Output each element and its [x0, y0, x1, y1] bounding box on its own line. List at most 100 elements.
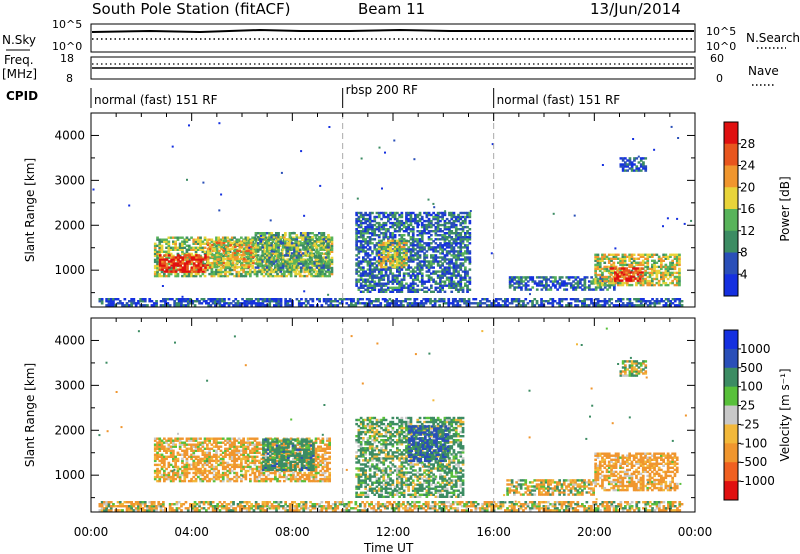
power-cell [522, 302, 525, 305]
power-cell [213, 263, 217, 267]
power-cell [215, 270, 218, 274]
power-cell [673, 298, 677, 301]
power-cell [391, 280, 395, 283]
power-cell [366, 232, 370, 235]
power-cell [362, 236, 365, 239]
power-cell [601, 300, 605, 303]
velocity-cell [185, 449, 189, 452]
power-cell [400, 282, 404, 285]
power-cell [644, 167, 648, 170]
power-cell [414, 288, 417, 291]
power-cell [327, 248, 330, 251]
power-cell [441, 274, 444, 277]
power-cell [359, 286, 363, 289]
power-cell [407, 234, 410, 237]
power-cell [181, 260, 185, 263]
power-cell [156, 262, 159, 266]
power-cell [188, 260, 192, 263]
power-cell [371, 228, 374, 231]
power-cell [443, 238, 447, 241]
power-cell [290, 260, 294, 263]
power-cell [347, 298, 351, 301]
power-cell [155, 300, 158, 303]
power-cell [464, 250, 467, 253]
power-cell [222, 239, 226, 242]
power-cell [260, 268, 264, 272]
power-cell [375, 228, 379, 231]
power-cell [459, 234, 463, 237]
power-cell [479, 304, 482, 307]
power-cell [540, 302, 543, 305]
power-cell [520, 282, 523, 285]
velocity-cell [183, 451, 187, 454]
power-cell [619, 261, 622, 264]
power-cell [427, 221, 431, 225]
power-cell [366, 262, 370, 265]
power-cell [387, 239, 390, 242]
power-cell [222, 257, 226, 261]
power-cell [199, 254, 202, 258]
power-cell [460, 298, 464, 301]
power-cell [641, 271, 644, 274]
power-cell [302, 264, 305, 267]
power-cell [223, 300, 226, 303]
power-cell [249, 249, 253, 253]
power-cell [275, 234, 278, 237]
power-cell [459, 211, 463, 215]
power-cell [234, 298, 238, 301]
power-cell [633, 157, 636, 160]
power-cell [457, 246, 460, 249]
power-cell [441, 215, 444, 219]
power-cell [458, 304, 462, 307]
power-cell [211, 261, 214, 265]
power-cell [366, 252, 370, 255]
power-cell [261, 232, 265, 235]
power-cell [393, 286, 397, 289]
power-cell [384, 284, 388, 287]
power-cell [430, 278, 433, 281]
power-cell [254, 238, 258, 241]
power-cell [243, 239, 246, 242]
power-cell [187, 272, 191, 276]
power-cell [451, 298, 455, 301]
power-cell [632, 279, 635, 282]
velocity-cell [185, 465, 189, 469]
power-cell [653, 300, 657, 303]
power-cell [211, 300, 215, 303]
power-cell [240, 253, 244, 257]
power-scatter-point [202, 181, 205, 184]
power-cell [189, 298, 192, 301]
power-cell [636, 277, 640, 280]
power-cell [450, 284, 454, 287]
power-cell [601, 253, 604, 256]
power-cell [293, 244, 296, 247]
power-cell [320, 242, 323, 245]
power-cell [284, 304, 287, 307]
power-cell [210, 268, 214, 272]
power-cell [551, 302, 555, 305]
power-cell [377, 261, 381, 265]
power-cell [160, 250, 164, 253]
power-cell [206, 255, 210, 259]
power-cell [420, 284, 424, 287]
power-cell [280, 250, 284, 253]
power-cell [391, 276, 395, 279]
power-cell [156, 258, 159, 262]
power-cell [407, 260, 410, 263]
power-cell [194, 274, 198, 278]
power-cell [411, 230, 415, 233]
power-cell [382, 255, 386, 259]
power-cell [535, 284, 539, 287]
power-cell [224, 261, 228, 265]
power-cell [642, 157, 645, 160]
power-cell [380, 255, 383, 259]
power-cell [402, 265, 406, 269]
power-cell [574, 298, 577, 301]
power-cell [596, 300, 600, 303]
power-cell [432, 270, 435, 273]
power-cell [237, 274, 241, 278]
power-cell [637, 253, 641, 256]
power-cell [384, 250, 388, 253]
power-cell [366, 256, 370, 259]
power-cell [362, 268, 365, 271]
